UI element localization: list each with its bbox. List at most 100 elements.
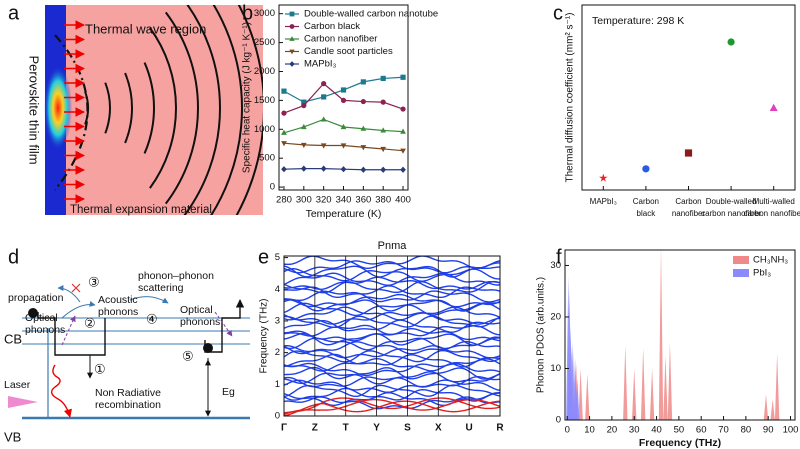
staircase (37, 312, 106, 356)
legend-label: Carbon black (304, 21, 360, 32)
band (284, 392, 500, 407)
point (300, 123, 307, 130)
spike (649, 368, 655, 420)
plot-frame (283, 255, 501, 417)
panel-letter: c (553, 2, 563, 24)
y-axis-label: Frequency (THz) (259, 298, 270, 373)
spikes (566, 250, 780, 420)
d-number: ④ (146, 311, 158, 326)
x-tick-label: 360 (355, 195, 371, 206)
x-tick-label: Carbon nanofiber (672, 197, 706, 218)
eg-label: Eg (222, 386, 235, 398)
point (642, 165, 650, 173)
emit-arrow (61, 301, 96, 319)
point (300, 165, 307, 172)
x-tick-label: 30 (629, 425, 640, 436)
legend-swatch (733, 269, 749, 277)
y-axis-label: Specific heat capacity (J kg⁻¹ K⁻¹) (242, 22, 253, 173)
band (284, 332, 500, 346)
point (380, 146, 387, 153)
wave-arc (124, 72, 133, 144)
point (400, 148, 406, 154)
point (300, 142, 307, 149)
nonrad-arrow (50, 364, 72, 418)
y-tick-label: 30 (550, 260, 561, 271)
propagation-arrow (57, 285, 81, 303)
y-tick-label: 0 (556, 415, 561, 426)
panel-letter: a (8, 2, 20, 24)
band (284, 299, 500, 312)
point (360, 145, 367, 151)
electron (203, 343, 213, 353)
point (281, 166, 287, 173)
y-tick-label: 2000 (254, 66, 275, 77)
point (340, 97, 347, 103)
point (301, 99, 307, 105)
expansion-label: Thermal expansion material (70, 204, 212, 216)
spike (578, 368, 583, 420)
spike (640, 347, 646, 420)
plot-frame (564, 249, 796, 421)
band (284, 315, 500, 329)
x-tick-label: T (343, 423, 349, 434)
d-number: ③ (88, 274, 100, 289)
band (284, 366, 500, 380)
panel-letter: b (242, 2, 253, 24)
d-number: ① (94, 361, 106, 376)
x-tick-label: R (496, 423, 504, 434)
spike (632, 368, 637, 420)
wave-arc (210, 5, 244, 215)
spike (667, 342, 673, 420)
legend-marker (289, 49, 295, 55)
point (380, 99, 386, 105)
x-tick-label: Double-walled carbon nanofiber (701, 197, 761, 218)
panel-letter: d (8, 246, 19, 268)
x-tick-label: 90 (763, 425, 774, 436)
point (281, 141, 287, 147)
y-axis-label: Phonon PDOS (arb.units.) (536, 277, 547, 393)
x-axis-label: Frequency (THz) (639, 437, 721, 449)
band (284, 358, 500, 372)
point (360, 79, 366, 85)
cb-label: CB (4, 331, 22, 346)
panel-d: propagation ③ Acoustic phonons Optical pho… (4, 270, 250, 444)
band (284, 276, 500, 290)
x-tick-label: 60 (696, 425, 707, 436)
spike (658, 250, 664, 420)
point (380, 166, 387, 173)
d-text: propagation (8, 292, 64, 304)
y-tick-label: 500 (259, 153, 275, 164)
x-tick-label: Carbon black (633, 197, 659, 218)
y-tick-label: 5 (275, 252, 280, 263)
wave-arc (164, 11, 199, 205)
point (321, 81, 327, 87)
point (340, 143, 347, 149)
panel-letters: a b c d e f (8, 2, 563, 268)
x-tick-label: MAPbI₃ (590, 197, 617, 206)
x-tick-label: 0 (565, 425, 570, 436)
y-tick-label: 20 (550, 311, 561, 322)
band (284, 349, 500, 363)
legend-label: Candle soot particles (304, 46, 393, 57)
y-tick-label: 3000 (254, 8, 275, 19)
point (727, 38, 735, 46)
band (284, 384, 500, 398)
x-tick-label: 380 (375, 195, 391, 206)
band (284, 376, 500, 388)
point (301, 102, 307, 109)
y-tick-label: 0 (275, 411, 280, 422)
point (684, 149, 693, 157)
legend-label: PbI₃ (753, 268, 771, 279)
point (360, 98, 366, 105)
d-number: ⑤ (182, 348, 194, 363)
spike (763, 394, 769, 420)
legend-swatch (733, 256, 749, 264)
point (340, 87, 347, 93)
band (284, 371, 500, 385)
x-tick-label: X (435, 423, 442, 434)
x-tick-label: S (404, 423, 411, 434)
blocked-mark (71, 283, 81, 293)
point (320, 165, 327, 172)
point (380, 127, 387, 133)
